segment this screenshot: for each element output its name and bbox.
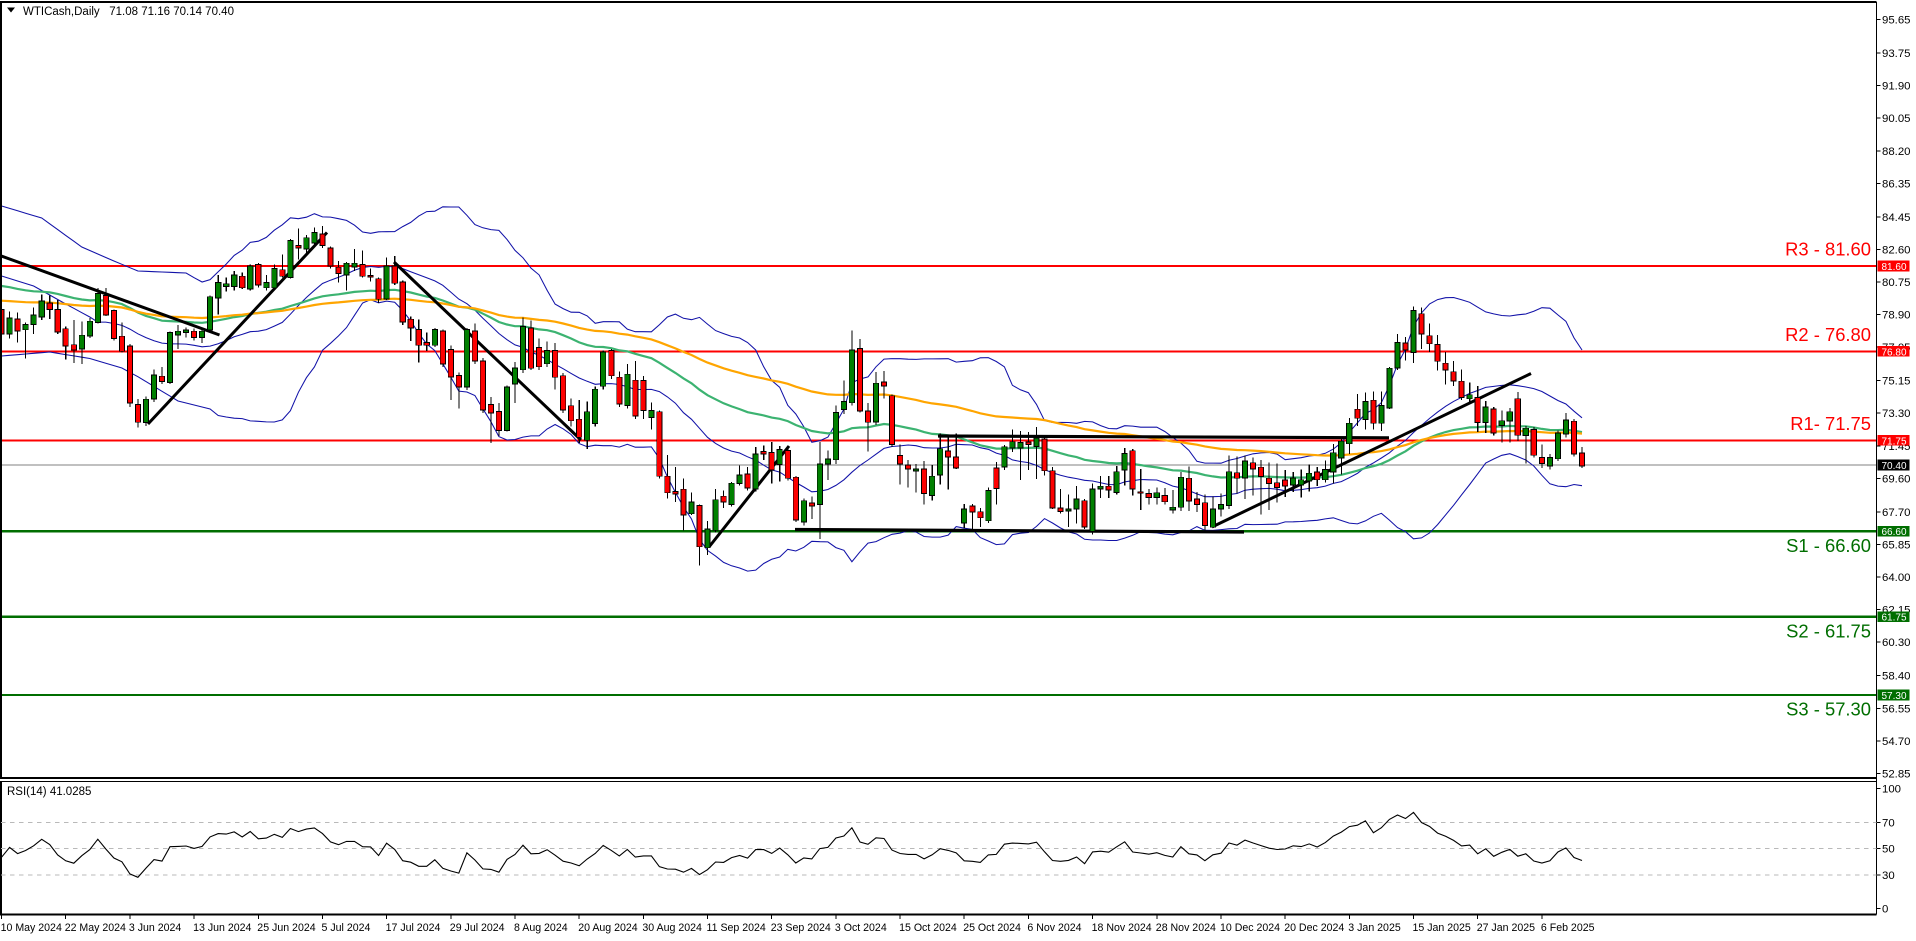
svg-text:10 May 2024: 10 May 2024 bbox=[1, 922, 62, 934]
svg-text:R1- 71.75: R1- 71.75 bbox=[1790, 413, 1871, 434]
svg-text:25 Oct 2024: 25 Oct 2024 bbox=[963, 922, 1021, 934]
svg-text:RSI(14) 41.0285: RSI(14) 41.0285 bbox=[7, 786, 91, 798]
svg-text:R3 - 81.60: R3 - 81.60 bbox=[1785, 239, 1871, 260]
svg-text:0: 0 bbox=[1882, 903, 1888, 915]
svg-text:100: 100 bbox=[1882, 784, 1901, 796]
svg-text:27 Jan 2025: 27 Jan 2025 bbox=[1477, 922, 1535, 934]
svg-text:52.85: 52.85 bbox=[1882, 768, 1911, 780]
svg-text:71.75: 71.75 bbox=[1882, 436, 1907, 447]
svg-text:11 Sep 2024: 11 Sep 2024 bbox=[707, 922, 766, 934]
svg-text:70.40: 70.40 bbox=[1882, 461, 1907, 472]
svg-text:15 Oct 2024: 15 Oct 2024 bbox=[899, 922, 957, 934]
svg-text:84.45: 84.45 bbox=[1882, 212, 1911, 224]
svg-text:WTICash,Daily 71.08 71.16 70: WTICash,Daily 71.08 71.16 70.14 70.40 bbox=[23, 6, 234, 18]
svg-text:64.00: 64.00 bbox=[1882, 572, 1911, 584]
svg-text:3 Jun 2024: 3 Jun 2024 bbox=[129, 922, 182, 934]
svg-text:S1 - 66.60: S1 - 66.60 bbox=[1786, 535, 1871, 556]
svg-text:6 Nov 2024: 6 Nov 2024 bbox=[1027, 922, 1081, 934]
svg-text:S2 - 61.75: S2 - 61.75 bbox=[1786, 620, 1871, 641]
svg-text:80.75: 80.75 bbox=[1882, 277, 1911, 289]
svg-text:56.55: 56.55 bbox=[1882, 703, 1911, 715]
svg-text:81.60: 81.60 bbox=[1882, 262, 1907, 273]
svg-text:88.20: 88.20 bbox=[1882, 146, 1911, 158]
svg-text:5 Jul 2024: 5 Jul 2024 bbox=[322, 922, 371, 934]
svg-text:60.30: 60.30 bbox=[1882, 637, 1911, 649]
svg-text:95.65: 95.65 bbox=[1882, 15, 1911, 27]
svg-text:29 Jul 2024: 29 Jul 2024 bbox=[450, 922, 505, 934]
svg-text:69.60: 69.60 bbox=[1882, 473, 1911, 485]
svg-text:8 Aug 2024: 8 Aug 2024 bbox=[514, 922, 568, 934]
svg-text:57.30: 57.30 bbox=[1882, 691, 1907, 702]
svg-text:25 Jun 2024: 25 Jun 2024 bbox=[257, 922, 315, 934]
svg-text:30 Aug 2024: 30 Aug 2024 bbox=[642, 922, 702, 934]
svg-text:30: 30 bbox=[1882, 870, 1895, 882]
svg-text:61.75: 61.75 bbox=[1882, 613, 1907, 624]
svg-text:15 Jan 2025: 15 Jan 2025 bbox=[1413, 922, 1471, 934]
svg-text:75.15: 75.15 bbox=[1882, 376, 1911, 388]
svg-text:86.35: 86.35 bbox=[1882, 178, 1911, 190]
svg-text:18 Nov 2024: 18 Nov 2024 bbox=[1092, 922, 1152, 934]
svg-text:76.80: 76.80 bbox=[1882, 347, 1907, 358]
svg-text:20 Dec 2024: 20 Dec 2024 bbox=[1284, 922, 1344, 934]
svg-text:50: 50 bbox=[1882, 844, 1895, 856]
svg-text:6 Feb 2025: 6 Feb 2025 bbox=[1541, 922, 1595, 934]
svg-text:66.60: 66.60 bbox=[1882, 527, 1907, 538]
svg-text:70: 70 bbox=[1882, 817, 1895, 829]
svg-text:28 Nov 2024: 28 Nov 2024 bbox=[1156, 922, 1216, 934]
svg-text:65.85: 65.85 bbox=[1882, 540, 1911, 552]
svg-text:67.70: 67.70 bbox=[1882, 507, 1911, 519]
svg-text:22 May 2024: 22 May 2024 bbox=[65, 922, 126, 934]
svg-text:73.30: 73.30 bbox=[1882, 408, 1911, 420]
svg-text:82.60: 82.60 bbox=[1882, 244, 1911, 256]
svg-text:78.90: 78.90 bbox=[1882, 310, 1911, 322]
svg-text:17 Jul 2024: 17 Jul 2024 bbox=[386, 922, 441, 934]
svg-text:90.05: 90.05 bbox=[1882, 113, 1911, 125]
svg-text:13 Jun 2024: 13 Jun 2024 bbox=[193, 922, 251, 934]
svg-text:23 Sep 2024: 23 Sep 2024 bbox=[771, 922, 831, 934]
svg-text:20 Aug 2024: 20 Aug 2024 bbox=[578, 922, 638, 934]
svg-text:S3 - 57.30: S3 - 57.30 bbox=[1786, 699, 1871, 720]
svg-text:3 Jan 2025: 3 Jan 2025 bbox=[1348, 922, 1401, 934]
svg-text:91.90: 91.90 bbox=[1882, 81, 1911, 93]
svg-text:93.75: 93.75 bbox=[1882, 48, 1911, 60]
svg-text:54.70: 54.70 bbox=[1882, 736, 1911, 748]
svg-text:3 Oct 2024: 3 Oct 2024 bbox=[835, 922, 887, 934]
svg-text:58.40: 58.40 bbox=[1882, 671, 1911, 683]
svg-text:R2 - 76.80: R2 - 76.80 bbox=[1785, 324, 1871, 345]
svg-text:10 Dec 2024: 10 Dec 2024 bbox=[1220, 922, 1280, 934]
